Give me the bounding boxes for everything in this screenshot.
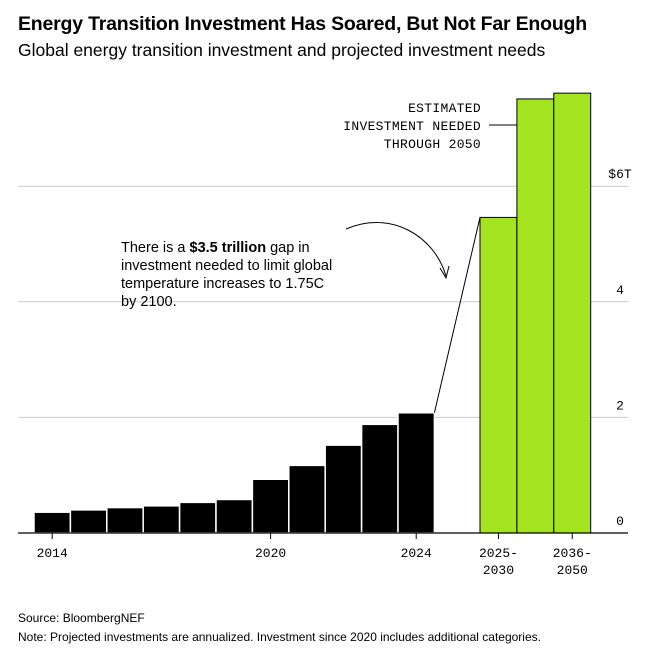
investment-callout: ESTIMATED INVESTMENT NEEDED THROUGH 2050 — [343, 101, 517, 152]
bar-2017 — [142, 505, 181, 534]
chart-title: Energy Transition Investment Has Soared,… — [18, 13, 587, 35]
x-tick-label: 2030 — [483, 563, 514, 578]
bar-2022 — [324, 444, 363, 534]
bar-projected-3 — [553, 92, 592, 534]
callout-line: INVESTMENT NEEDED — [343, 119, 481, 134]
x-tick-label: 2024 — [401, 546, 432, 561]
bar-2018 — [178, 501, 217, 534]
annotation-arrow — [345, 222, 447, 277]
y-axis: 0 2 4 $6T — [608, 167, 632, 529]
bar-2021 — [288, 464, 326, 534]
bar-2024 — [397, 412, 436, 534]
gap-annotation: There is a $3.5 trillion gap in investme… — [121, 240, 333, 310]
bar-2019 — [215, 498, 254, 534]
bar-2014 — [33, 511, 72, 534]
x-tick-label: 2014 — [37, 546, 68, 561]
footnote: Note: Projected investments are annualiz… — [18, 630, 541, 644]
chart-subtitle: Global energy transition investment and … — [18, 40, 546, 60]
bar-2020 — [251, 478, 290, 534]
bar-2016 — [106, 506, 144, 534]
y-tick-label: 4 — [616, 283, 624, 298]
callout-line: THROUGH 2050 — [384, 137, 481, 152]
bars — [33, 92, 592, 534]
bar-projected-2 — [516, 98, 555, 534]
y-tick-label: $6T — [608, 167, 632, 182]
bar-2015 — [69, 509, 108, 534]
x-tick-label: 2025- — [479, 546, 518, 561]
annotation-arrowhead — [439, 265, 450, 280]
gap-connector — [433, 217, 481, 413]
x-tick-label: 2036- — [553, 546, 592, 561]
source-note: Source: BloombergNEF — [18, 611, 145, 625]
callout-line: ESTIMATED — [408, 101, 481, 116]
x-tick-label: 2020 — [255, 546, 286, 561]
bar-2023 — [360, 423, 399, 534]
y-tick-label: 2 — [616, 398, 624, 413]
x-tick-label: 2050 — [557, 563, 588, 578]
gap-line — [433, 217, 481, 413]
bar-projected-1 — [479, 216, 518, 534]
y-tick-label: 0 — [616, 514, 624, 529]
x-axis: 2014 2020 2024 2025- 2030 2036- 2050 — [18, 532, 628, 578]
